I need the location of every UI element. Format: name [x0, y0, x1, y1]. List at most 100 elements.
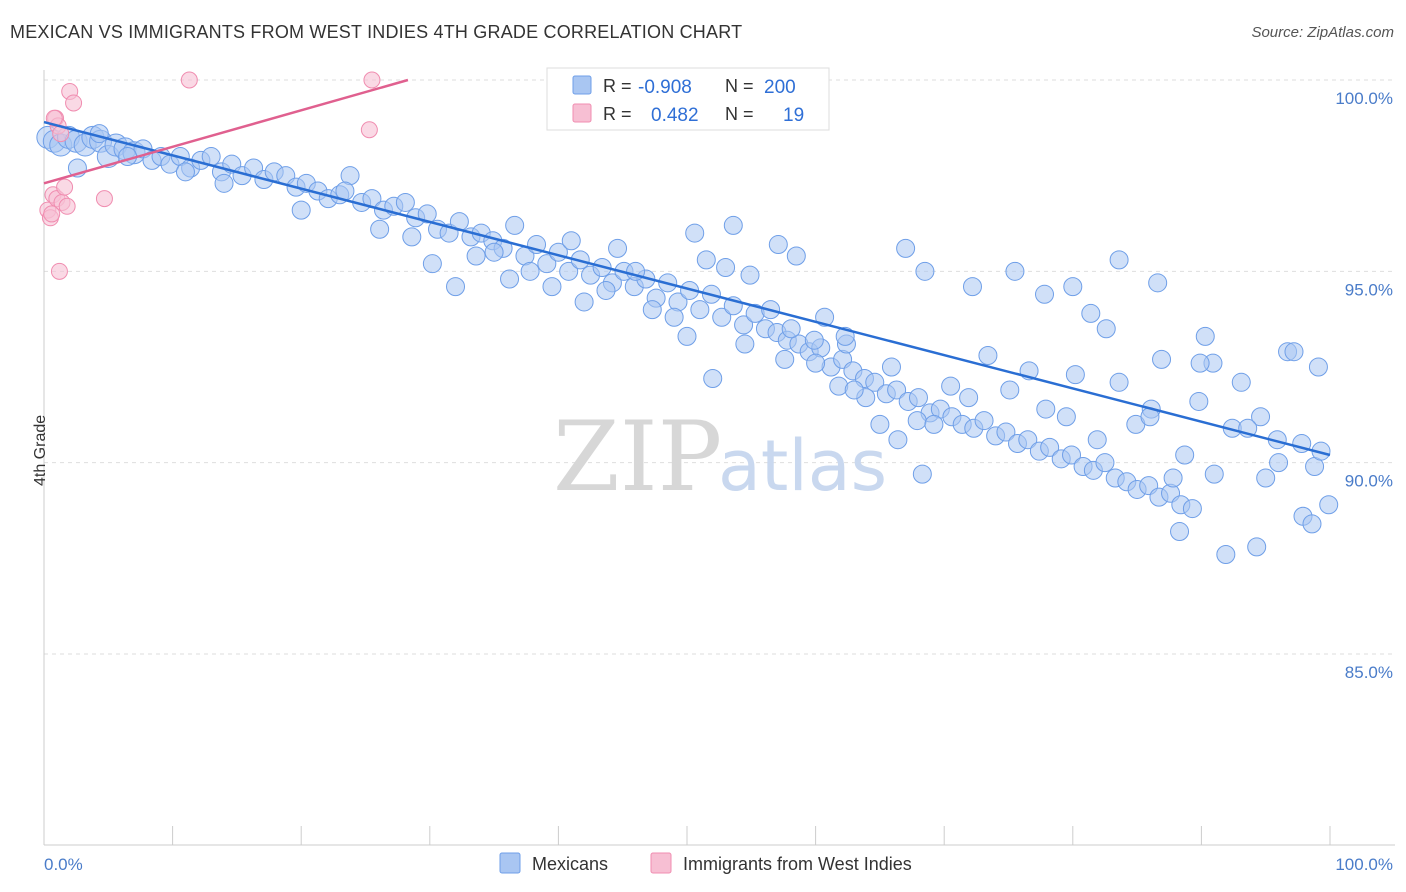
- west-indies-point: [50, 262, 68, 280]
- mexicans-point: [1170, 522, 1190, 542]
- west-indies-point: [363, 71, 381, 89]
- mexicans-point: [664, 307, 684, 327]
- mexicans-point: [962, 277, 982, 297]
- mexicans-point: [887, 380, 907, 400]
- legend-n-label-1: N =: [725, 76, 754, 96]
- mexicans-point: [1302, 514, 1322, 534]
- mexicans-point: [559, 261, 579, 281]
- legend-n-value-2: 19: [783, 105, 804, 126]
- mexicans-point: [844, 380, 864, 400]
- mexicans-point: [1096, 319, 1116, 339]
- mexicans-point: [1036, 399, 1056, 419]
- mexicans-point: [907, 411, 927, 431]
- legend-frame: [546, 67, 830, 131]
- bottom-legend-swatch-west-indies: [650, 852, 672, 874]
- trend-lines: [43, 78, 1331, 457]
- mexicans-point: [1190, 353, 1210, 373]
- mexicans-point: [870, 414, 890, 434]
- watermark-zip: ZIP: [553, 401, 722, 513]
- west-indies-point: [65, 94, 83, 112]
- y-axis-title: 4th Grade: [32, 415, 49, 486]
- mexicans-point: [1319, 495, 1339, 515]
- y-tick-label: 85.0%: [1345, 663, 1393, 682]
- mexicans-point: [1231, 372, 1251, 392]
- mexicans-point: [395, 192, 415, 212]
- mexicans-point: [520, 261, 540, 281]
- mexicans-point: [1018, 430, 1038, 450]
- mexicans-point: [446, 277, 466, 297]
- legend-n-label-2: N =: [725, 104, 754, 124]
- mexicans-point: [175, 162, 195, 182]
- axes: [43, 70, 1395, 846]
- mexicans-point: [881, 357, 901, 377]
- bottom-legend-swatch-mexicans: [499, 852, 521, 874]
- mexicans-point: [1005, 261, 1025, 281]
- west-indies-point: [45, 109, 63, 127]
- mexicans-point: [974, 411, 994, 431]
- west-indies-trend-line: [43, 78, 409, 185]
- mexicans-point: [291, 200, 311, 220]
- y-tick-label: 100.0%: [1335, 89, 1393, 108]
- watermark-atlas: atlas: [718, 425, 887, 507]
- mexicans-point: [214, 173, 234, 193]
- series-west-indies-points: [39, 71, 381, 280]
- mexicans-point: [735, 334, 755, 354]
- mexicans-point: [574, 292, 594, 312]
- mexicans-point: [703, 368, 723, 388]
- mexicans-trend-line: [43, 120, 1331, 457]
- legend-swatch-mexicans: [572, 75, 592, 95]
- mexicans-point: [537, 254, 557, 274]
- mexicans-point: [1269, 453, 1289, 473]
- mexicans-point: [865, 372, 885, 392]
- mexicans-point: [561, 231, 581, 251]
- mexicans-point: [1063, 277, 1083, 297]
- legend-r-label-1: R =: [603, 76, 632, 96]
- x-tick-label-min: 0.0%: [44, 855, 83, 874]
- mexicans-point: [1095, 453, 1115, 473]
- mexicans-point: [422, 254, 442, 274]
- mexicans-point: [924, 414, 944, 434]
- west-indies-point: [180, 71, 198, 89]
- mexicans-point: [370, 219, 390, 239]
- mexicans-point: [716, 258, 736, 278]
- west-indies-point: [43, 205, 61, 223]
- mexicans-point: [466, 246, 486, 266]
- mexicans-point: [786, 246, 806, 266]
- mexicans-point: [1109, 250, 1129, 270]
- mexicans-point: [1189, 391, 1209, 411]
- mexicans-point: [978, 346, 998, 366]
- legend-r-value-2: 0.482: [651, 105, 699, 126]
- legend-r-value-1: -0.908: [638, 77, 692, 98]
- y-tick-label: 95.0%: [1345, 280, 1393, 299]
- mexicans-point: [685, 223, 705, 243]
- mexicans-point: [596, 280, 616, 300]
- bottom-legend-label-west-indies: Immigrants from West Indies: [683, 854, 912, 874]
- mexicans-point: [915, 261, 935, 281]
- legend-box: R = -0.908 N = 200 R = 0.482 N = 19: [546, 67, 830, 131]
- mexicans-point: [1065, 365, 1085, 385]
- bottom-legend: Mexicans Immigrants from West Indies: [499, 852, 912, 874]
- west-indies-point: [58, 197, 76, 215]
- mexicans-point: [1204, 464, 1224, 484]
- mexicans-point: [1256, 468, 1276, 488]
- mexicans-point: [912, 464, 932, 484]
- mexicans-point: [1081, 303, 1101, 323]
- source-label: Source: ZipAtlas.com: [1251, 24, 1394, 41]
- mexicans-point: [888, 430, 908, 450]
- mexicans-point: [806, 353, 826, 373]
- mexicans-point: [484, 242, 504, 262]
- mexicans-point: [642, 300, 662, 320]
- chart-title: MEXICAN VS IMMIGRANTS FROM WEST INDIES 4…: [10, 22, 743, 42]
- mexicans-point: [959, 388, 979, 408]
- mexicans-point: [696, 250, 716, 270]
- mexicans-point: [712, 307, 732, 327]
- legend-n-value-1: 200: [764, 77, 796, 98]
- x-tick-label-max: 100.0%: [1335, 855, 1393, 874]
- legend-swatch-west-indies: [572, 103, 592, 123]
- mexicans-point: [1035, 284, 1055, 304]
- mexicans-point: [1148, 273, 1168, 293]
- mexicans-point: [1251, 407, 1271, 427]
- mexicans-point: [677, 326, 697, 346]
- mexicans-point: [908, 388, 928, 408]
- west-indies-point: [56, 178, 74, 196]
